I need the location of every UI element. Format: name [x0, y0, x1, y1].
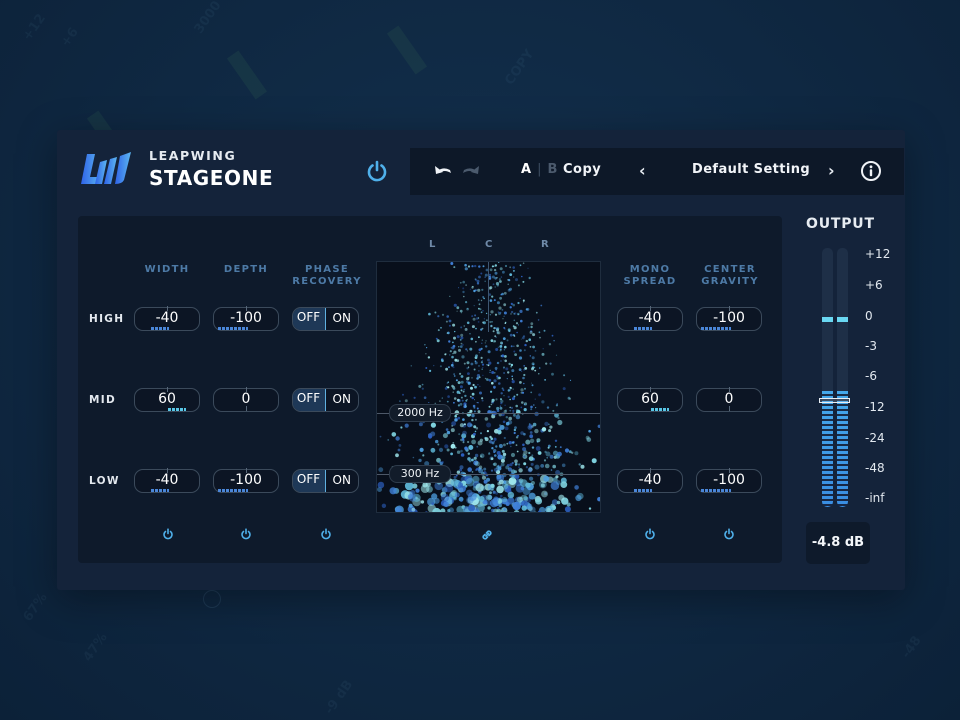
peak-indicator-left — [822, 317, 833, 322]
depth-low-knob[interactable]: -100 — [213, 468, 279, 493]
column-header-phase-recovery: PHASE RECOVERY — [292, 264, 362, 287]
meter-fill-left — [822, 391, 833, 507]
crossover-low-handle[interactable]: 300 Hz — [389, 465, 451, 483]
left-channel-label: L — [429, 239, 436, 250]
brand-name: LEAPWING — [149, 148, 237, 164]
output-meter-left — [822, 248, 833, 507]
column-header-center-gravity: CENTER GRAVITY — [701, 264, 759, 287]
logo: LEAPWING STAGEONE — [79, 150, 273, 188]
leapwing-logo-icon — [81, 152, 131, 184]
copy-button[interactable]: Copy — [563, 162, 602, 177]
phase-recovery-low-toggle[interactable]: OFF ON — [292, 469, 359, 493]
main-panel: WIDTH DEPTH PHASE RECOVERY MONO SPREAD CEN… — [78, 216, 782, 563]
product-name: STAGEONE — [149, 165, 274, 190]
phase-mid-on-button[interactable]: ON — [332, 392, 351, 406]
scale-label: -6 — [865, 369, 877, 383]
phase-mid-off-button[interactable]: OFF — [293, 389, 326, 411]
scale-label: -24 — [865, 431, 885, 445]
center-channel-label: C — [485, 239, 493, 250]
peak-indicator-right — [837, 317, 848, 322]
center-gravity-high-knob[interactable]: -100 — [696, 306, 762, 331]
info-icon[interactable] — [860, 160, 882, 182]
width-bypass-power-icon[interactable] — [162, 528, 174, 540]
mono-spread-high-knob[interactable]: -40 — [617, 306, 683, 331]
center-gravity-bypass-power-icon[interactable] — [723, 528, 735, 540]
column-header-depth: DEPTH — [223, 264, 269, 275]
phase-high-off-button[interactable]: OFF — [293, 308, 326, 330]
preset-name[interactable]: Default Setting — [692, 162, 811, 177]
scale-label: +6 — [865, 278, 883, 292]
column-header-mono-spread: MONO SPREAD — [623, 264, 677, 287]
depth-mid-knob[interactable]: 0 — [213, 387, 279, 412]
width-high-knob[interactable]: -40 — [134, 306, 200, 331]
phase-recovery-mid-toggle[interactable]: OFF ON — [292, 388, 359, 412]
crossover-high-handle[interactable]: 2000 Hz — [389, 404, 451, 422]
crossover-line-low — [377, 474, 600, 475]
phase-low-on-button[interactable]: ON — [332, 473, 351, 487]
scale-label: 0 — [865, 309, 873, 323]
b-button[interactable]: B — [547, 162, 558, 177]
stereo-visualizer[interactable]: 2000 Hz 300 Hz — [376, 261, 601, 513]
link-icon[interactable] — [480, 528, 494, 542]
scale-label: -3 — [865, 339, 877, 353]
output-gain-slider[interactable] — [819, 398, 850, 403]
row-label-mid: MID — [89, 394, 116, 406]
mono-spread-bypass-power-icon[interactable] — [644, 528, 656, 540]
power-icon[interactable] — [365, 159, 389, 183]
mono-spread-mid-knob[interactable]: 60 — [617, 387, 683, 412]
phase-recovery-high-toggle[interactable]: OFF ON — [292, 307, 359, 331]
scale-label: -48 — [865, 461, 885, 475]
phase-high-on-button[interactable]: ON — [332, 311, 351, 325]
output-meter-right — [837, 248, 848, 507]
ab-separator: | — [537, 162, 542, 177]
row-label-high: HIGH — [89, 313, 125, 325]
scale-label: -inf — [865, 491, 885, 505]
right-channel-label: R — [541, 239, 549, 250]
depth-high-knob[interactable]: -100 — [213, 306, 279, 331]
center-gravity-low-knob[interactable]: -100 — [696, 468, 762, 493]
mono-spread-low-knob[interactable]: -40 — [617, 468, 683, 493]
a-button[interactable]: A — [521, 162, 532, 177]
width-mid-knob[interactable]: 60 — [134, 387, 200, 412]
next-preset-button[interactable]: › — [828, 161, 835, 180]
output-value-display[interactable]: -4.8 dB — [806, 522, 870, 564]
meter-fill-right — [837, 391, 848, 507]
scale-label: -12 — [865, 400, 885, 414]
phase-recovery-bypass-power-icon[interactable] — [320, 528, 332, 540]
scale-label: +12 — [865, 247, 891, 261]
toolbar: A | B Copy ‹ Default Setting › — [410, 148, 904, 195]
ab-compare: A | B — [521, 162, 557, 177]
previous-preset-button[interactable]: ‹ — [639, 161, 646, 180]
phase-low-off-button[interactable]: OFF — [293, 470, 326, 492]
output-title: OUTPUT — [806, 216, 875, 232]
center-line — [488, 262, 489, 332]
row-label-low: LOW — [89, 475, 120, 487]
plugin-window: LEAPWING STAGEONE A | B Copy ‹ Default S… — [57, 130, 905, 590]
column-header-width: WIDTH — [144, 264, 190, 275]
depth-bypass-power-icon[interactable] — [240, 528, 252, 540]
center-gravity-mid-knob[interactable]: 0 — [696, 387, 762, 412]
undo-icon[interactable] — [434, 163, 454, 179]
redo-icon[interactable] — [460, 163, 480, 179]
crossover-line-high — [377, 413, 600, 414]
width-low-knob[interactable]: -40 — [134, 468, 200, 493]
